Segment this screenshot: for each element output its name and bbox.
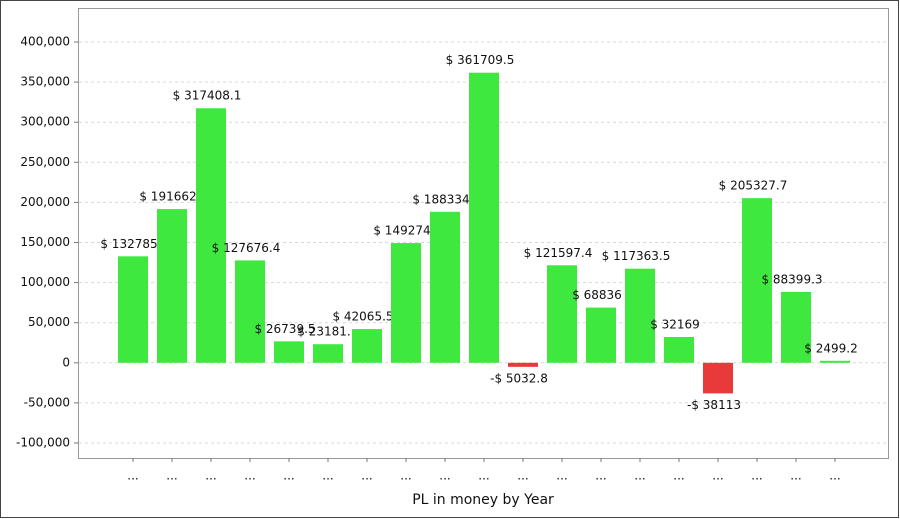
bar — [235, 260, 265, 363]
bar — [508, 362, 538, 367]
value-label: -$ 38113 — [687, 398, 741, 412]
y-tick-label: 250,000 — [20, 155, 70, 169]
bar — [274, 341, 304, 363]
value-label: $ 205327.7 — [719, 179, 788, 193]
x-tick-label: ... — [439, 469, 450, 483]
bar — [313, 344, 343, 363]
x-tick-label: ... — [673, 469, 684, 483]
value-label: $ 117363.5 — [602, 249, 671, 263]
x-tick-label: ... — [361, 469, 372, 483]
value-label: $ 361709.5 — [446, 53, 515, 67]
value-label: $ 188334 — [412, 192, 469, 206]
y-tick-label: 300,000 — [20, 115, 70, 129]
y-tick-label: 0 — [62, 355, 70, 369]
y-tick-label: 50,000 — [28, 315, 70, 329]
bar — [430, 211, 460, 363]
bar — [664, 337, 694, 363]
x-tick-label: ... — [166, 469, 177, 483]
value-label: $ 68836 — [572, 288, 622, 302]
x-tick-label: ... — [244, 469, 255, 483]
x-tick-label: ... — [517, 469, 528, 483]
value-label: -$ 5032.8 — [490, 371, 548, 385]
x-tick-label: ... — [322, 469, 333, 483]
x-axis-label: PL in money by Year — [412, 492, 554, 508]
x-tick-label: ... — [712, 469, 723, 483]
y-tick-label: 350,000 — [20, 75, 70, 89]
x-tick-label: ... — [556, 469, 567, 483]
value-label: $ 121597.4 — [524, 246, 593, 260]
x-tick-label: ... — [829, 469, 840, 483]
x-tick-label: ... — [478, 469, 489, 483]
bar — [352, 329, 382, 363]
x-tick-label: ... — [205, 469, 216, 483]
value-label: $ 32169 — [650, 318, 700, 332]
bar — [469, 72, 499, 363]
x-tick-label: ... — [751, 469, 762, 483]
bar — [118, 256, 148, 363]
value-label: $ 42065.5 — [332, 310, 393, 324]
bar — [157, 209, 187, 363]
y-tick-label: 100,000 — [20, 275, 70, 289]
x-tick-label: ... — [400, 469, 411, 483]
bar — [547, 265, 577, 363]
y-tick-label: 400,000 — [20, 35, 70, 49]
y-tick-label: 200,000 — [20, 195, 70, 209]
bar — [703, 362, 733, 394]
value-label: $ 127676.4 — [212, 241, 281, 255]
bar — [625, 268, 655, 363]
value-label: $ 2499.2 — [804, 341, 857, 355]
bar — [820, 360, 850, 363]
x-tick-label: ... — [634, 469, 645, 483]
bar — [781, 291, 811, 363]
x-tick-label: ... — [790, 469, 801, 483]
value-label: $ 26739.5 — [254, 322, 315, 336]
y-tick-label: -100,000 — [16, 436, 70, 450]
value-label: $ 317408.1 — [173, 89, 242, 103]
x-tick-label: ... — [283, 469, 294, 483]
value-label: $ 132785 — [100, 237, 157, 251]
bar — [586, 307, 616, 363]
value-label: $ 88399.3 — [761, 272, 822, 286]
y-tick-label: -50,000 — [24, 395, 70, 409]
value-label: $ 149274 — [373, 224, 430, 238]
value-label: $ 23181. — [297, 325, 350, 339]
bar — [391, 243, 421, 363]
value-label: $ 191662 — [139, 190, 196, 204]
x-tick-label: ... — [595, 469, 606, 483]
bar — [196, 108, 226, 363]
x-tick-label: ... — [127, 469, 138, 483]
y-tick-label: 150,000 — [20, 235, 70, 249]
bar — [742, 198, 772, 363]
